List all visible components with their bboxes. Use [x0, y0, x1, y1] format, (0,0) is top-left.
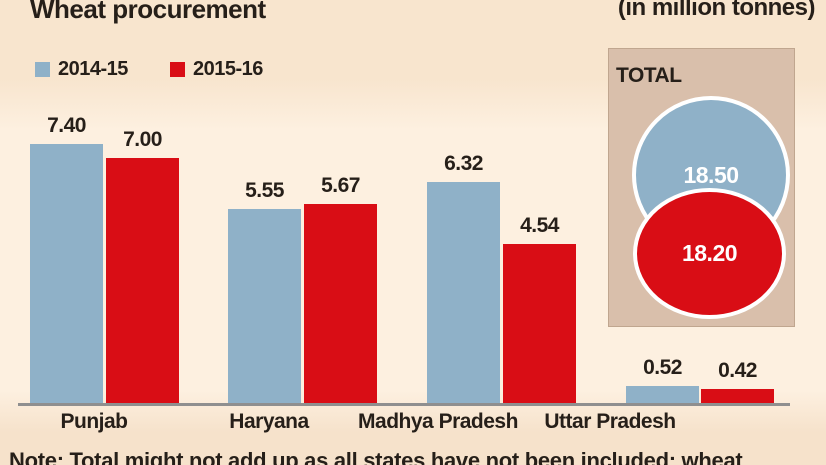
value-label-uttar-pradesh-2014-15: 0.52	[643, 356, 682, 379]
value-label-punjab-2015-16: 7.00	[123, 128, 162, 151]
bar-haryana-2014-15	[228, 209, 301, 404]
bar-punjab-2014-15	[30, 144, 103, 404]
total-panel: TOTAL 18.50 18.20	[608, 48, 795, 327]
total-value-2014-15: 18.50	[683, 161, 739, 188]
legend-label-2014-15: 2014-15	[58, 58, 128, 80]
bar-uttar-pradesh-2014-15	[626, 386, 699, 404]
value-label-uttar-pradesh-2015-16: 0.42	[718, 359, 757, 382]
value-label-punjab-2014-15: 7.40	[47, 114, 86, 137]
bar-uttar-pradesh-2015-16	[701, 389, 774, 404]
bar-madhya-pradesh-2015-16	[503, 244, 576, 404]
value-label-haryana-2014-15: 5.55	[245, 179, 284, 202]
x-axis-label-haryana: Haryana	[229, 410, 309, 433]
value-label-madhya-pradesh-2014-15: 6.32	[444, 152, 483, 175]
total-bubble-2015-16: 18.20	[633, 188, 786, 319]
value-label-haryana-2015-16: 5.67	[321, 174, 360, 197]
legend-item-2014-15: 2014-15	[35, 58, 128, 81]
units-label: (in million tonnes)	[617, 0, 816, 21]
legend-swatch-2015-16	[170, 62, 185, 77]
bar-punjab-2015-16	[106, 158, 179, 404]
total-value-2015-16: 18.20	[681, 240, 738, 266]
chart-title: Wheat procurement	[30, 0, 266, 24]
bar-madhya-pradesh-2014-15	[427, 182, 500, 404]
legend-label-2015-16: 2015-16	[193, 58, 263, 80]
bar-haryana-2015-16	[304, 204, 377, 404]
x-axis-line	[18, 403, 790, 406]
x-axis-label-punjab: Punjab	[60, 410, 128, 433]
footnote: Note: Total might not add up as all stat…	[9, 448, 743, 465]
value-label-madhya-pradesh-2015-16: 4.54	[520, 214, 559, 237]
x-axis-label-madhya-pradesh: Madhya Pradesh	[358, 410, 518, 433]
legend-swatch-2014-15	[35, 62, 50, 77]
total-panel-title: TOTAL	[616, 64, 682, 87]
x-axis-label-uttar-pradesh: Uttar Pradesh	[544, 410, 676, 433]
legend-item-2015-16: 2015-16	[170, 58, 263, 81]
